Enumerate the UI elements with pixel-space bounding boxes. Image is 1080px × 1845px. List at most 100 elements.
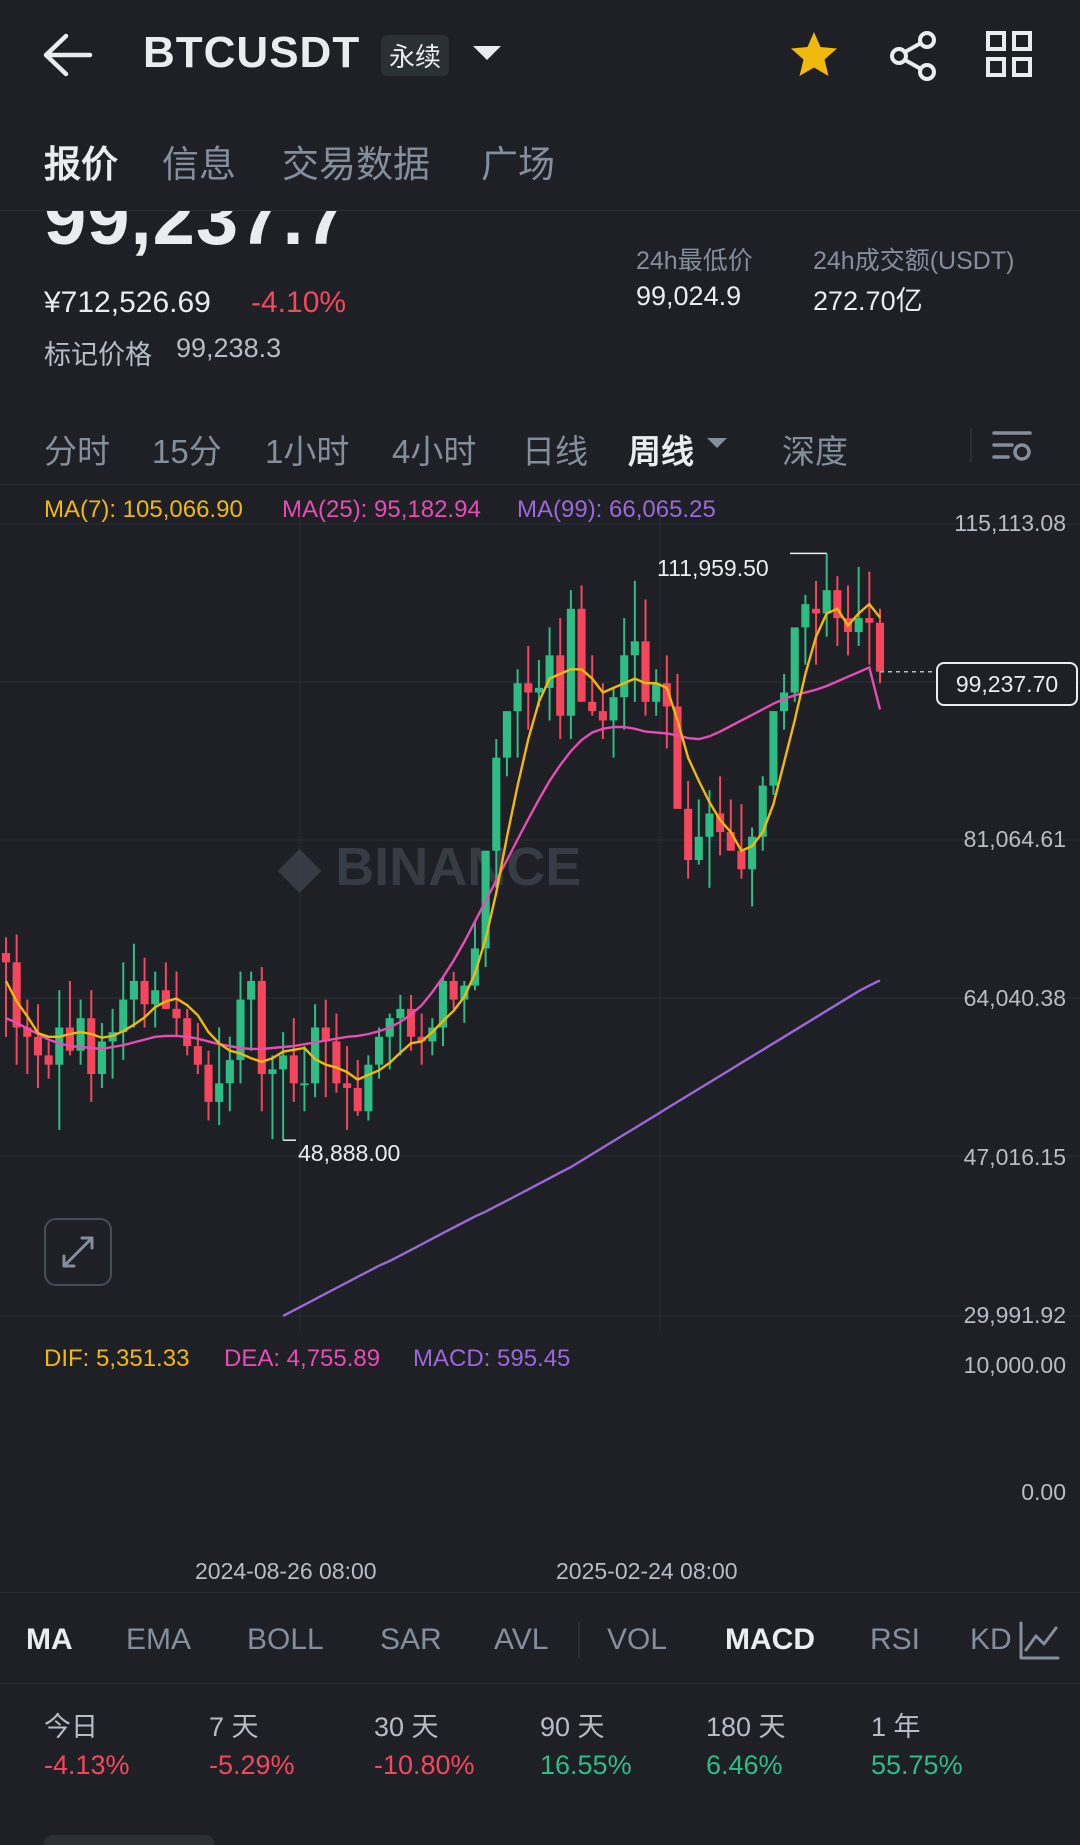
candle-body: [204, 1064, 213, 1102]
candle-body: [193, 1046, 202, 1065]
interval-weekly[interactable]: 周线: [628, 433, 694, 470]
chart-bottom-divider: [0, 1592, 1080, 1593]
candle-body: [513, 683, 522, 712]
current-price-tag: 99,237.70: [936, 662, 1078, 706]
high-price-marker: 111,959.50: [657, 555, 769, 581]
candle-body: [289, 1055, 298, 1084]
candle-body: [438, 980, 448, 1028]
indicator-boll[interactable]: BOLL: [247, 1623, 324, 1656]
macd-y-tick: 10,000.00: [963, 1352, 1066, 1378]
x-tick-label: 2025-02-24 08:00: [556, 1558, 738, 1584]
tab-quote[interactable]: 报价: [44, 144, 118, 185]
ma25-line: [5, 665, 882, 1051]
interval-1h[interactable]: 1小时: [265, 433, 350, 470]
candle-body: [833, 590, 842, 619]
perf-value-today: -4.13%: [44, 1750, 130, 1780]
indicator-ema[interactable]: EMA: [126, 1623, 192, 1656]
candle-body: [151, 990, 160, 1005]
candle-body: [758, 785, 767, 837]
indicator-macd[interactable]: MACD: [725, 1623, 815, 1656]
candle-body: [374, 1036, 384, 1065]
candle-body: [215, 1083, 224, 1102]
grid-menu-icon[interactable]: [985, 30, 1033, 78]
candle-body: [470, 948, 480, 986]
tab-square[interactable]: 广场: [481, 144, 555, 185]
low-24h-label: 24h最低价: [636, 247, 753, 275]
interval-dropdown-caret-icon[interactable]: [707, 438, 727, 448]
dropdown-caret-icon[interactable]: [473, 46, 501, 60]
indicator-ma[interactable]: MA: [26, 1623, 73, 1656]
star-icon[interactable]: [788, 30, 840, 80]
candle-body: [12, 962, 21, 1028]
tab-info[interactable]: 信息: [162, 144, 236, 185]
candle-body: [588, 701, 597, 712]
contract-type-badge: 永续: [381, 35, 450, 76]
chart-top-divider: [0, 484, 1080, 485]
candle-body: [268, 1069, 277, 1075]
indicator-kd[interactable]: KD: [970, 1623, 1012, 1656]
perf-value-30d: -10.80%: [374, 1750, 475, 1780]
candle-body: [279, 1055, 288, 1070]
indicator-avl[interactable]: AVL: [494, 1623, 549, 1656]
indicator-rsi[interactable]: RSI: [870, 1623, 921, 1656]
candle-body: [716, 813, 725, 833]
candle-body: [790, 627, 799, 693]
fullscreen-button[interactable]: [44, 1218, 112, 1286]
perf-value-7d: -5.29%: [209, 1750, 295, 1780]
dea-legend: DEA: 4,755.89: [224, 1345, 381, 1372]
macd-legend: MACD: 595.45: [413, 1345, 571, 1372]
binance-watermark: ◆ BINANCE: [277, 837, 582, 897]
indicator-divider-line: [0, 1683, 1080, 1684]
symbol-title[interactable]: BTCUSDT: [143, 28, 361, 77]
share-icon[interactable]: [887, 30, 939, 82]
interval-daily[interactable]: 日线: [522, 433, 588, 470]
candle-body: [673, 706, 682, 809]
candle-body: [140, 980, 149, 1005]
mark-price-label: 标记价格: [44, 340, 152, 370]
interval-4h[interactable]: 4小时: [392, 433, 477, 470]
back-arrow-icon[interactable]: [40, 30, 96, 80]
candle-body: [822, 590, 831, 614]
indicator-settings-icon[interactable]: [1016, 1618, 1062, 1664]
ma25-legend: MA(25): 95,182.94: [282, 496, 481, 523]
candle-body: [630, 641, 639, 656]
indicator-vol[interactable]: VOL: [607, 1623, 668, 1656]
candle-body: [502, 711, 512, 758]
candle-body: [183, 1018, 192, 1047]
candle-body: [428, 1027, 437, 1042]
candle-body: [300, 1083, 309, 1086]
candle-body: [364, 1064, 373, 1112]
chart-settings-icon[interactable]: [990, 425, 1034, 465]
candle-body: [524, 683, 533, 693]
candle-body: [577, 608, 586, 702]
candle-body: [492, 757, 501, 851]
candle-body: [87, 1018, 96, 1075]
volume-24h-value: 272.70亿: [813, 286, 923, 316]
y-tick-label: 29,991.92: [963, 1302, 1066, 1328]
candle-body: [641, 641, 650, 702]
candle-body: [311, 1027, 320, 1084]
candle-body: [23, 1027, 32, 1037]
candle-body: [172, 1008, 181, 1019]
tab-divider: [0, 210, 1080, 211]
candle-body: [865, 618, 874, 623]
y-tick-label: 64,040.38: [963, 985, 1066, 1011]
indicator-sar[interactable]: SAR: [380, 1623, 442, 1656]
candle-body: [406, 1008, 416, 1037]
candle-body: [353, 1087, 362, 1112]
interval-depth[interactable]: 深度: [782, 433, 848, 470]
candle-body: [129, 980, 138, 1000]
tab-trading-data[interactable]: 交易数据: [282, 144, 430, 185]
candle-body: [97, 1041, 106, 1075]
candle-body: [460, 985, 469, 1000]
candle-body: [780, 692, 789, 712]
candle-body: [545, 655, 554, 688]
interval-15m[interactable]: 15分: [152, 433, 222, 470]
candle-body: [694, 836, 703, 861]
candle-body: [620, 655, 629, 698]
bottom-button-edge[interactable]: [44, 1835, 214, 1845]
low-24h-value: 99,024.9: [636, 281, 742, 311]
interval-time-share[interactable]: 分时: [44, 433, 110, 470]
candle-body: [332, 1041, 341, 1084]
candlestick-chart[interactable]: ◆ BINANCE: [0, 510, 1080, 1330]
